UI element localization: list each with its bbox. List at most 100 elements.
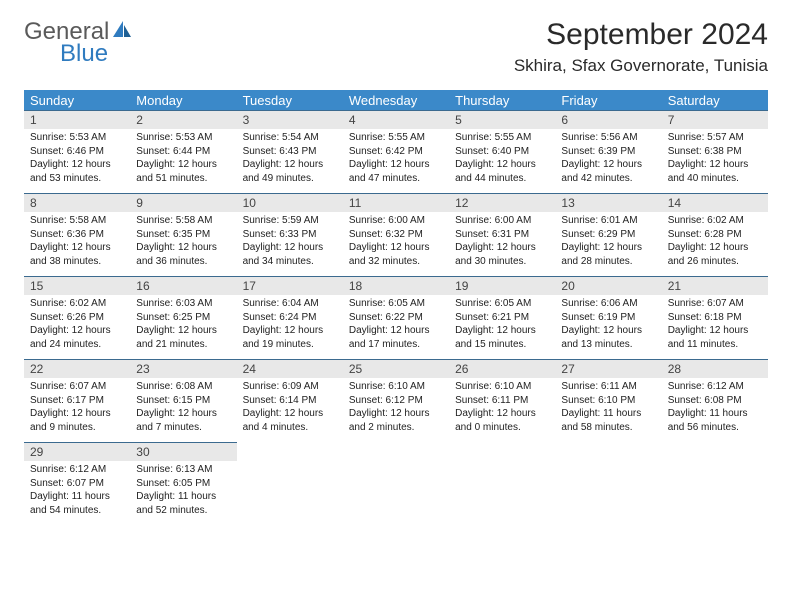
day-number: 24 — [237, 359, 343, 378]
sunrise-text: Sunrise: 6:02 AM — [30, 297, 124, 311]
daylight-text: Daylight: 12 hours and 36 minutes. — [136, 241, 230, 268]
day-cell: 11Sunrise: 6:00 AMSunset: 6:32 PMDayligh… — [343, 193, 449, 276]
daylight-text: Daylight: 12 hours and 40 minutes. — [668, 158, 762, 185]
daylight-text: Daylight: 12 hours and 7 minutes. — [136, 407, 230, 434]
sunset-text: Sunset: 6:44 PM — [136, 145, 230, 159]
sunset-text: Sunset: 6:12 PM — [349, 394, 443, 408]
day-cell: 16Sunrise: 6:03 AMSunset: 6:25 PMDayligh… — [130, 276, 236, 359]
sunset-text: Sunset: 6:11 PM — [455, 394, 549, 408]
daylight-text: Daylight: 12 hours and 17 minutes. — [349, 324, 443, 351]
sunrise-text: Sunrise: 5:59 AM — [243, 214, 337, 228]
day-info: Sunrise: 5:58 AMSunset: 6:35 PMDaylight:… — [130, 212, 236, 276]
sunrise-text: Sunrise: 5:54 AM — [243, 131, 337, 145]
day-number: 26 — [449, 359, 555, 378]
sunset-text: Sunset: 6:15 PM — [136, 394, 230, 408]
day-cell: 28Sunrise: 6:12 AMSunset: 6:08 PMDayligh… — [662, 359, 768, 442]
sunrise-text: Sunrise: 5:58 AM — [136, 214, 230, 228]
sunset-text: Sunset: 6:32 PM — [349, 228, 443, 242]
day-cell: 7Sunrise: 5:57 AMSunset: 6:38 PMDaylight… — [662, 110, 768, 193]
empty-cell — [662, 442, 768, 525]
day-cell: 17Sunrise: 6:04 AMSunset: 6:24 PMDayligh… — [237, 276, 343, 359]
week-row: 1Sunrise: 5:53 AMSunset: 6:46 PMDaylight… — [24, 110, 768, 193]
day-number: 11 — [343, 193, 449, 212]
sunset-text: Sunset: 6:36 PM — [30, 228, 124, 242]
day-cell: 20Sunrise: 6:06 AMSunset: 6:19 PMDayligh… — [555, 276, 661, 359]
day-info: Sunrise: 6:12 AMSunset: 6:08 PMDaylight:… — [662, 378, 768, 442]
day-info: Sunrise: 6:11 AMSunset: 6:10 PMDaylight:… — [555, 378, 661, 442]
sunrise-text: Sunrise: 6:12 AM — [668, 380, 762, 394]
daylight-text: Daylight: 12 hours and 30 minutes. — [455, 241, 549, 268]
sunrise-text: Sunrise: 6:02 AM — [668, 214, 762, 228]
day-number: 13 — [555, 193, 661, 212]
sunset-text: Sunset: 6:26 PM — [30, 311, 124, 325]
day-cell: 1Sunrise: 5:53 AMSunset: 6:46 PMDaylight… — [24, 110, 130, 193]
calendar: SundayMondayTuesdayWednesdayThursdayFrid… — [24, 90, 768, 525]
sunset-text: Sunset: 6:24 PM — [243, 311, 337, 325]
sunrise-text: Sunrise: 6:07 AM — [668, 297, 762, 311]
day-number: 9 — [130, 193, 236, 212]
sunrise-text: Sunrise: 6:05 AM — [349, 297, 443, 311]
week-row: 29Sunrise: 6:12 AMSunset: 6:07 PMDayligh… — [24, 442, 768, 525]
day-cell: 3Sunrise: 5:54 AMSunset: 6:43 PMDaylight… — [237, 110, 343, 193]
logo-text-b: Blue — [60, 40, 108, 67]
empty-cell — [449, 442, 555, 525]
logo-sail-icon — [111, 18, 133, 46]
day-info: Sunrise: 6:10 AMSunset: 6:12 PMDaylight:… — [343, 378, 449, 442]
day-number: 12 — [449, 193, 555, 212]
day-info: Sunrise: 6:05 AMSunset: 6:22 PMDaylight:… — [343, 295, 449, 359]
sunset-text: Sunset: 6:42 PM — [349, 145, 443, 159]
sunrise-text: Sunrise: 6:04 AM — [243, 297, 337, 311]
day-cell: 27Sunrise: 6:11 AMSunset: 6:10 PMDayligh… — [555, 359, 661, 442]
day-number: 18 — [343, 276, 449, 295]
daylight-text: Daylight: 11 hours and 56 minutes. — [668, 407, 762, 434]
day-number: 6 — [555, 110, 661, 129]
daylight-text: Daylight: 12 hours and 0 minutes. — [455, 407, 549, 434]
day-cell: 4Sunrise: 5:55 AMSunset: 6:42 PMDaylight… — [343, 110, 449, 193]
day-cell: 9Sunrise: 5:58 AMSunset: 6:35 PMDaylight… — [130, 193, 236, 276]
sunrise-text: Sunrise: 6:06 AM — [561, 297, 655, 311]
day-number: 25 — [343, 359, 449, 378]
week-row: 22Sunrise: 6:07 AMSunset: 6:17 PMDayligh… — [24, 359, 768, 442]
sunrise-text: Sunrise: 6:09 AM — [243, 380, 337, 394]
daylight-text: Daylight: 12 hours and 42 minutes. — [561, 158, 655, 185]
sunrise-text: Sunrise: 6:10 AM — [455, 380, 549, 394]
day-number: 21 — [662, 276, 768, 295]
sunrise-text: Sunrise: 6:13 AM — [136, 463, 230, 477]
sunset-text: Sunset: 6:14 PM — [243, 394, 337, 408]
day-cell: 8Sunrise: 5:58 AMSunset: 6:36 PMDaylight… — [24, 193, 130, 276]
sunset-text: Sunset: 6:46 PM — [30, 145, 124, 159]
sunrise-text: Sunrise: 6:10 AM — [349, 380, 443, 394]
sunrise-text: Sunrise: 6:11 AM — [561, 380, 655, 394]
day-info: Sunrise: 5:53 AMSunset: 6:44 PMDaylight:… — [130, 129, 236, 193]
daylight-text: Daylight: 12 hours and 11 minutes. — [668, 324, 762, 351]
location: Skhira, Sfax Governorate, Tunisia — [514, 56, 768, 76]
day-header: Friday — [555, 90, 661, 110]
sunset-text: Sunset: 6:40 PM — [455, 145, 549, 159]
day-info: Sunrise: 6:05 AMSunset: 6:21 PMDaylight:… — [449, 295, 555, 359]
week-row: 15Sunrise: 6:02 AMSunset: 6:26 PMDayligh… — [24, 276, 768, 359]
day-header: Thursday — [449, 90, 555, 110]
day-number: 20 — [555, 276, 661, 295]
day-info: Sunrise: 5:54 AMSunset: 6:43 PMDaylight:… — [237, 129, 343, 193]
sunrise-text: Sunrise: 5:55 AM — [455, 131, 549, 145]
day-header: Tuesday — [237, 90, 343, 110]
sunset-text: Sunset: 6:35 PM — [136, 228, 230, 242]
day-info: Sunrise: 6:04 AMSunset: 6:24 PMDaylight:… — [237, 295, 343, 359]
sunset-text: Sunset: 6:21 PM — [455, 311, 549, 325]
day-number: 28 — [662, 359, 768, 378]
day-cell: 25Sunrise: 6:10 AMSunset: 6:12 PMDayligh… — [343, 359, 449, 442]
week-row: 8Sunrise: 5:58 AMSunset: 6:36 PMDaylight… — [24, 193, 768, 276]
daylight-text: Daylight: 12 hours and 19 minutes. — [243, 324, 337, 351]
day-number: 30 — [130, 442, 236, 461]
day-info: Sunrise: 5:56 AMSunset: 6:39 PMDaylight:… — [555, 129, 661, 193]
day-cell: 29Sunrise: 6:12 AMSunset: 6:07 PMDayligh… — [24, 442, 130, 525]
daylight-text: Daylight: 11 hours and 58 minutes. — [561, 407, 655, 434]
daylight-text: Daylight: 12 hours and 32 minutes. — [349, 241, 443, 268]
day-number: 7 — [662, 110, 768, 129]
sunset-text: Sunset: 6:18 PM — [668, 311, 762, 325]
day-cell: 22Sunrise: 6:07 AMSunset: 6:17 PMDayligh… — [24, 359, 130, 442]
day-info: Sunrise: 5:57 AMSunset: 6:38 PMDaylight:… — [662, 129, 768, 193]
sunrise-text: Sunrise: 5:53 AM — [30, 131, 124, 145]
day-info: Sunrise: 5:55 AMSunset: 6:42 PMDaylight:… — [343, 129, 449, 193]
day-number: 17 — [237, 276, 343, 295]
